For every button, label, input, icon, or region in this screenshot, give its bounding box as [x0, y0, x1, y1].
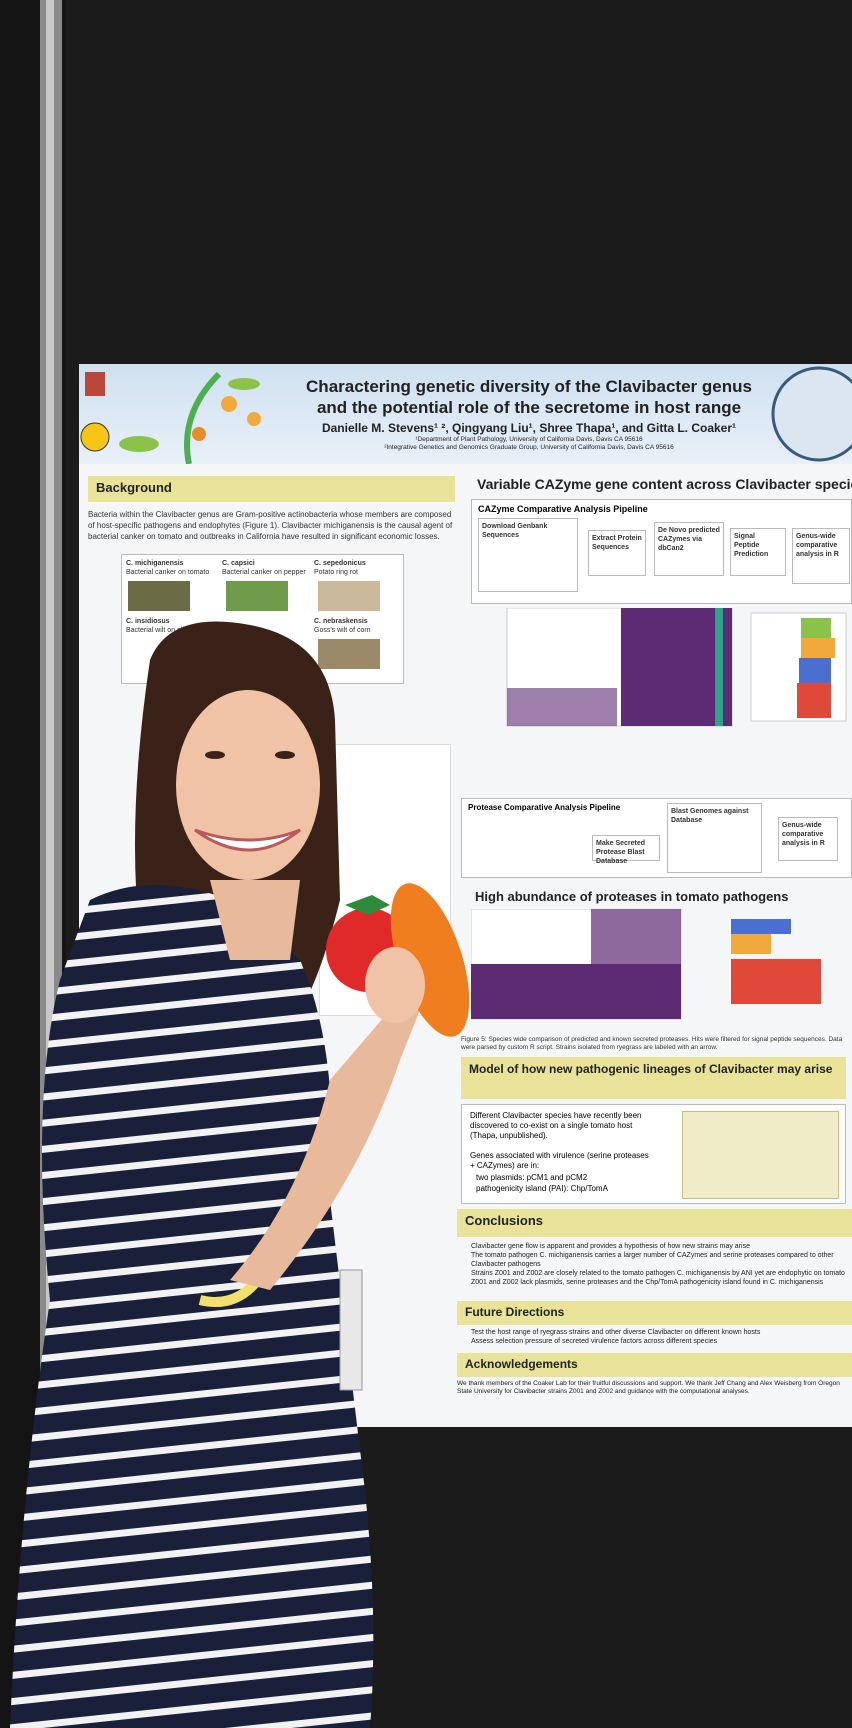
- pipeline-title: Protease Comparative Analysis Pipeline: [468, 803, 621, 812]
- species-note: Potato ring rot: [314, 569, 358, 576]
- species-name: C. capsici: [222, 560, 255, 567]
- pipeline-box: Protease Comparative Analysis Pipeline B…: [461, 798, 852, 878]
- header-art: [80, 371, 261, 464]
- protease-heatmap: [471, 909, 821, 1020]
- pipeline-step: Genus-wide comparative analysis in R: [792, 528, 850, 584]
- section-heading: High abundance of proteases in tomato pa…: [475, 889, 789, 904]
- pipeline-step: Signal Peptide Prediction: [730, 528, 786, 576]
- species-name: C. nebraskensis: [314, 618, 368, 625]
- poster-title: and the potential role of the secretome …: [316, 398, 742, 417]
- bullet: Strains Z001 and Z002 are closely relate…: [471, 1270, 845, 1277]
- species-note: Bacterial canker on tomato: [126, 569, 210, 576]
- bullet: The tomato pathogen C. michiganensis car…: [471, 1252, 834, 1268]
- bullet-list: Test the host range of ryegrass strains …: [471, 1328, 846, 1346]
- species-note: Goss's wilt of corn: [314, 627, 371, 634]
- bullet: Clavibacter gene flow is apparent and pr…: [471, 1243, 750, 1250]
- section-heading: Background: [88, 476, 455, 502]
- section-heading: Future Directions: [457, 1301, 852, 1325]
- bullet: two plasmids: pCM1 and pCM2: [476, 1173, 588, 1182]
- university-seal: [771, 366, 852, 462]
- section-heading: Conclusions: [457, 1209, 852, 1237]
- authors: Danielle M. Stevens¹ ², Qingyang Liu¹, S…: [321, 421, 737, 435]
- model-diagram: [682, 1111, 839, 1199]
- body-text: We thank members of the Coaker Lab for t…: [457, 1380, 840, 1395]
- pipeline-box: CAZyme Comparative Analysis Pipeline Dow…: [471, 499, 852, 604]
- poster-title: Charactering genetic diversity of the Cl…: [306, 377, 752, 396]
- bullet: Test the host range of ryegrass strains …: [471, 1329, 761, 1336]
- bullet: Assess selection pressure of secreted vi…: [471, 1338, 718, 1345]
- affiliation: ¹Department of Plant Pathology, Universi…: [415, 436, 643, 443]
- figure-caption: Figure 5: Species wide comparison of pre…: [461, 1036, 843, 1051]
- section-heading: Model of how new pathogenic lineages of …: [461, 1057, 846, 1099]
- body-text: Genes associated with virulence (serine …: [470, 1151, 649, 1170]
- body-text: Different Clavibacter species have recen…: [470, 1111, 642, 1140]
- model-box: Different Clavibacter species have recen…: [461, 1104, 846, 1204]
- species-note: Bacterial canker on pepper: [222, 569, 306, 576]
- bullet: pathogenicity island (PAI): Chp/TomA: [476, 1184, 608, 1193]
- species-note: Bacterial wilt on alfalfa: [126, 627, 196, 634]
- species-name: C. michiganensis: [126, 560, 184, 567]
- affiliation: ²Integrative Genetics and Genomics Gradu…: [384, 444, 674, 451]
- bullet: Z001 and Z002 lack plasmids, serine prot…: [471, 1279, 824, 1286]
- pipeline-step: De Novo predicted CAZymes via dbCan2: [654, 522, 724, 576]
- pipeline-step: Blast Genomes against Database: [667, 803, 762, 873]
- pipeline-title: CAZyme Comparative Analysis Pipeline: [478, 504, 648, 514]
- species-name: C. sepedonicus: [314, 560, 366, 567]
- pipeline-step: Download Genbank Sequences: [478, 518, 578, 592]
- poster: Charactering genetic diversity of the Cl…: [79, 364, 852, 1427]
- pipeline-step: Make Secreted Protease Blast Database: [592, 835, 660, 865]
- cazyme-heatmap: [506, 608, 847, 727]
- bullet-list: Clavibacter gene flow is apparent and pr…: [471, 1242, 846, 1287]
- section-heading: Acknowledgements: [457, 1353, 852, 1377]
- species-name: C. insidiosus: [126, 618, 170, 625]
- pipeline-step: Extract Protein Sequences: [588, 530, 646, 576]
- section-heading: Variable CAZyme gene content across Clav…: [477, 476, 852, 492]
- poster-header: Charactering genetic diversity of the Cl…: [79, 364, 852, 464]
- pipeline-step: Genus-wide comparative analysis in R: [778, 817, 838, 861]
- body-text: Bacteria within the Clavibacter genus ar…: [88, 510, 453, 541]
